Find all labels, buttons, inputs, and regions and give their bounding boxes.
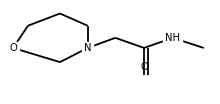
Bar bbox=[82, 42, 94, 54]
Text: O: O bbox=[140, 62, 148, 72]
Bar bbox=[163, 32, 182, 44]
Text: N: N bbox=[84, 43, 91, 53]
Text: NH: NH bbox=[165, 33, 180, 43]
Text: O: O bbox=[9, 43, 17, 53]
Bar bbox=[7, 42, 19, 54]
